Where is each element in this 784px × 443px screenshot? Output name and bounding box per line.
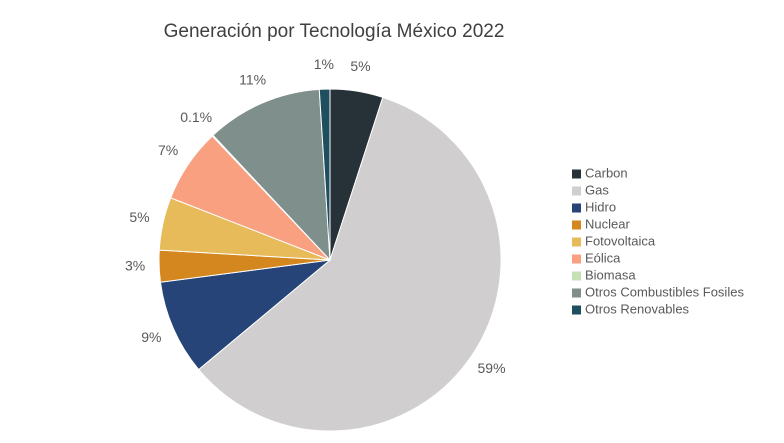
legend-label: Carbon <box>585 165 628 180</box>
legend-swatch <box>572 220 581 230</box>
data-label: 11% <box>239 72 266 88</box>
pie-slice <box>212 88 331 262</box>
legend-swatch <box>572 271 581 281</box>
legend-swatch <box>572 288 581 298</box>
data-label: 3% <box>125 258 145 274</box>
pie-slice <box>159 259 332 371</box>
pie-slice <box>318 88 331 261</box>
data-label: 59% <box>478 360 506 376</box>
legend-label: Biomasa <box>585 267 636 282</box>
legend-swatch <box>572 254 581 264</box>
data-label: 5% <box>350 58 370 74</box>
data-label: 7% <box>158 142 178 158</box>
legend-swatch <box>572 203 581 213</box>
data-label: 5% <box>129 209 149 225</box>
pie-slice <box>197 96 502 432</box>
legend-swatch <box>572 169 581 179</box>
legend-label: Otros Renovables <box>585 301 690 316</box>
legend-label: Nuclear <box>585 216 630 231</box>
legend-label: Gas <box>585 182 609 197</box>
legend-label: Fotovoltaica <box>585 233 656 248</box>
legend-swatch <box>572 305 581 315</box>
data-label: 0.1% <box>180 109 212 125</box>
legend-swatch <box>572 186 581 196</box>
chart-title: Generación por Tecnología México 2022 <box>164 21 505 42</box>
data-label: 1% <box>314 56 334 72</box>
legend-swatch <box>572 237 581 247</box>
legend-label: Otros Combustibles Fosiles <box>585 284 744 299</box>
legend-label: Hidro <box>585 199 616 214</box>
data-label: 9% <box>141 329 161 345</box>
legend-label: Eólica <box>585 250 621 265</box>
